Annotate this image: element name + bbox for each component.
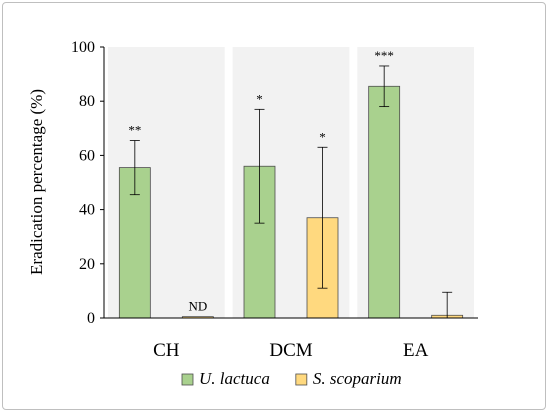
annotation-ea-series-1: *** [374, 48, 394, 63]
annotation-ch-series-2: ND [188, 299, 207, 314]
x-label-dcm: DCM [269, 340, 312, 361]
x-category-labels: CH DCM EA [153, 340, 428, 361]
y-tick-label-40: 40 [79, 202, 95, 219]
legend-label-series-1: U. lactuca [199, 369, 270, 388]
legend-swatch-series-2 [295, 373, 308, 386]
bars [118, 85, 464, 319]
bar-ea-series-1 [368, 85, 401, 319]
y-tick-label-80: 80 [79, 93, 95, 110]
y-tick-labels: 0 20 40 60 80 100 [71, 39, 95, 327]
annotation-ch-series-1: ** [128, 122, 141, 137]
legend-label-series-2: S. scoparium [313, 369, 402, 388]
y-tick-label-20: 20 [79, 256, 95, 273]
significance-annotations: **ND***** [128, 48, 394, 314]
axes [100, 46, 478, 319]
category-panels [108, 47, 474, 318]
error-bars [129, 65, 453, 319]
annotation-dcm-series-1: * [256, 91, 263, 106]
y-tick-label-60: 60 [79, 147, 95, 164]
y-tick-label-0: 0 [87, 310, 95, 327]
legend: U. lactuca S. scoparium [181, 369, 402, 388]
x-label-ch: CH [153, 340, 180, 361]
y-tick-label-100: 100 [71, 39, 95, 56]
y-axis-title: Eradication percentage (%) [27, 89, 46, 275]
x-label-ea: EA [403, 340, 429, 361]
legend-swatch-series-1 [181, 373, 194, 386]
annotation-dcm-series-2: * [319, 129, 326, 144]
